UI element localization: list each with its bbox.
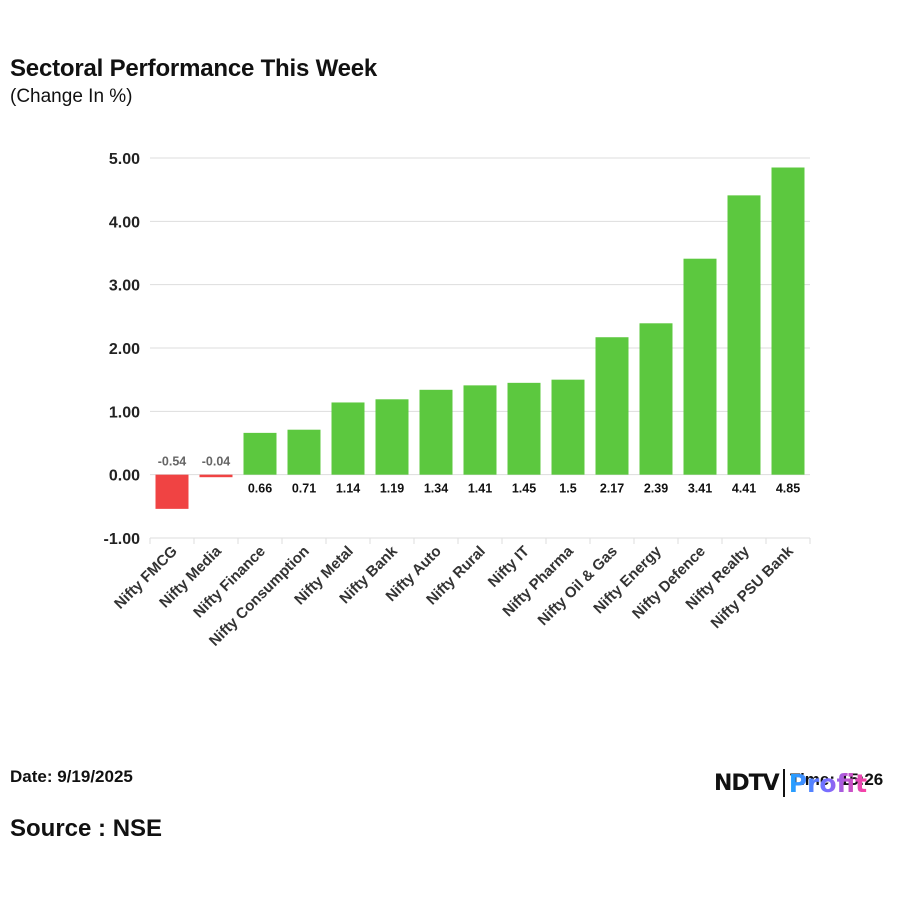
data-label: 1.34: [424, 482, 448, 496]
y-tick-label: 1.00: [109, 404, 140, 421]
chart-subtitle: (Change In %): [10, 86, 133, 107]
logo-ndtv-text: NDTV: [714, 770, 780, 796]
bar: [507, 382, 541, 475]
bar: [155, 474, 189, 509]
y-tick-label: 3.00: [109, 278, 140, 295]
category-label: Nifty Oil & Gas: [535, 543, 621, 629]
bar: [727, 195, 761, 475]
time-label: Time: 15:26: [790, 770, 883, 790]
bar: [199, 474, 233, 478]
category-label: Nifty PSU Bank: [708, 542, 798, 632]
y-tick-label: 2.00: [109, 341, 140, 358]
bar-chart: -1.00 0.00 1.00 2.00 3.00 4.00 5.00 -0.54 Nifty …: [104, 151, 811, 650]
data-label: 1.19: [380, 482, 404, 496]
data-label: 1.41: [468, 482, 492, 496]
bar: [595, 337, 629, 475]
bar: [287, 429, 321, 475]
logo-profit-text: Profit: [788, 768, 868, 798]
y-tick-label: 5.00: [109, 151, 140, 168]
data-label: 2.39: [644, 482, 668, 496]
data-label: 0.66: [248, 482, 272, 496]
data-label: 0.71: [292, 482, 316, 496]
y-tick-label: -1.00: [104, 531, 141, 548]
data-label: 1.5: [559, 482, 576, 496]
bar: [419, 389, 453, 475]
data-label: 4.85: [776, 482, 800, 496]
chart-title: Sectoral Performance This Week: [10, 55, 378, 82]
data-label: 2.17: [600, 482, 624, 496]
data-label: -0.04: [202, 455, 231, 469]
bar: [551, 379, 585, 475]
bar: [463, 385, 497, 475]
bar: [771, 167, 805, 475]
data-label: 3.41: [688, 482, 712, 496]
bar: [639, 323, 673, 475]
data-label: 1.45: [512, 482, 536, 496]
bar: [683, 258, 717, 475]
date-label: Date: 9/19/2025: [10, 767, 133, 786]
ndtv-profit-logo: NDTV Profit: [714, 768, 867, 798]
data-label: 1.14: [336, 482, 360, 496]
y-tick-label: 0.00: [109, 468, 140, 485]
bar: [375, 399, 409, 475]
y-tick-label: 4.00: [109, 214, 140, 231]
data-label: -0.54: [158, 455, 187, 469]
logo-divider: [782, 769, 785, 797]
source-label: Source : NSE: [10, 815, 163, 842]
bar: [331, 402, 365, 475]
bar: [243, 432, 277, 475]
data-label: 4.41: [732, 482, 756, 496]
